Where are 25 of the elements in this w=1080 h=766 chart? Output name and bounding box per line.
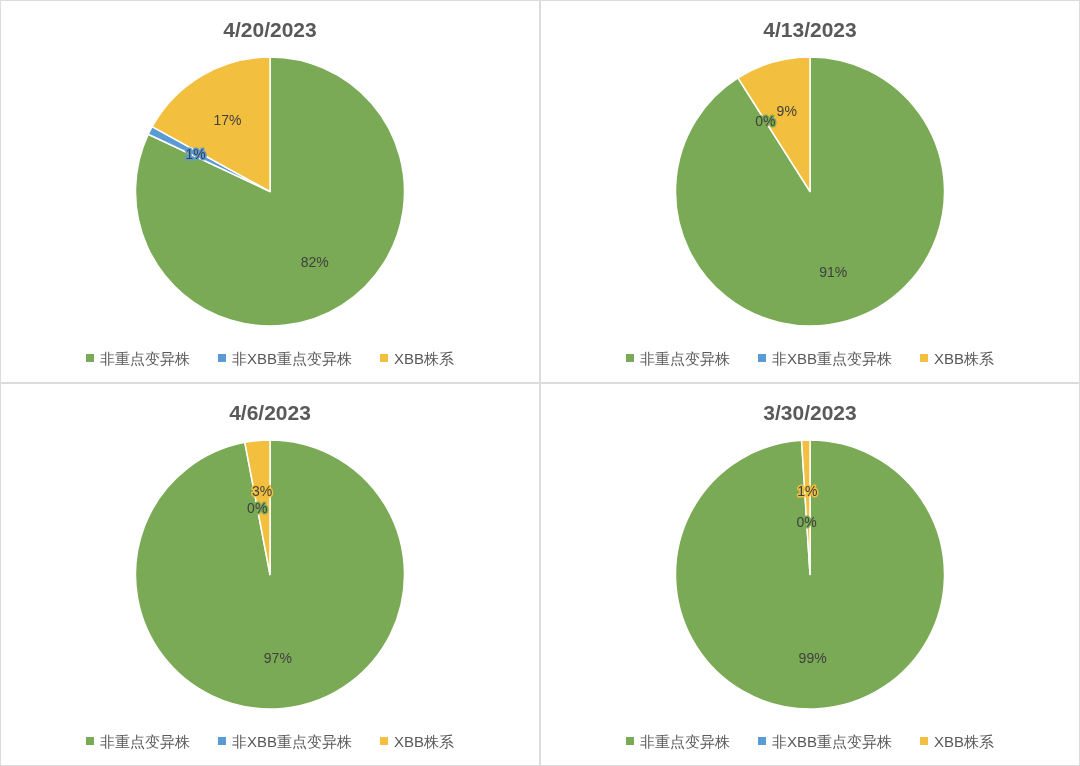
legend-label: XBB株系	[394, 349, 454, 367]
title: 4/20/2023	[223, 18, 317, 41]
title: 4/13/2023	[763, 18, 857, 41]
legend-label: 非XBB重点变异株	[772, 732, 892, 750]
legend-label: 非重点变异株	[100, 349, 190, 367]
legend-label: 非重点变异株	[640, 732, 730, 750]
title: 4/6/2023	[229, 401, 311, 424]
legend-label: XBB株系	[934, 732, 994, 750]
data-label: 1%	[185, 145, 206, 162]
data-label: 91%	[819, 263, 848, 280]
legend-label: 非XBB重点变异株	[232, 732, 352, 750]
legend-label: XBB株系	[394, 732, 454, 750]
data-label: 17%	[213, 111, 242, 128]
legend-label: XBB株系	[934, 349, 994, 367]
data-label: 0%	[755, 113, 776, 130]
data-label: 97%	[263, 649, 292, 666]
legend-label: 非XBB重点变异株	[772, 349, 892, 367]
legend-label: 非重点变异株	[100, 732, 190, 750]
title: 3/30/2023	[763, 401, 857, 424]
data-label: 9%	[776, 103, 797, 120]
data-label: 99%	[798, 649, 827, 666]
legend-label: 非重点变异株	[640, 349, 730, 367]
legend-label: 非XBB重点变异株	[232, 349, 352, 367]
data-label: 82%	[300, 253, 329, 270]
data-label: 0%	[247, 499, 268, 516]
